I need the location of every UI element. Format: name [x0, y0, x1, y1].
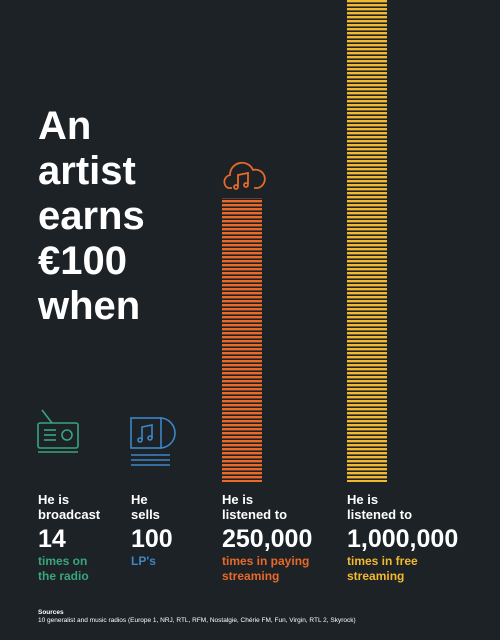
label-line: broadcast [38, 507, 101, 522]
label-line: LP's [131, 554, 156, 568]
title-line: when [38, 284, 141, 328]
label-bottom: times on the radio [38, 554, 168, 584]
label-line: He is [222, 492, 254, 507]
sources-title: Sources [38, 609, 64, 616]
item: He is broadcast 14 times on the radio [38, 492, 168, 584]
title-line: €100 [38, 239, 127, 283]
cloud-icon [223, 161, 266, 190]
label-line: streaming [347, 569, 405, 583]
number: 100 [131, 525, 173, 553]
title-line: artist [38, 149, 136, 193]
number: 1,000,000 [347, 525, 459, 553]
free-stream-bar [347, 0, 387, 482]
label-line: listened to [347, 507, 413, 522]
label-line: times on [38, 554, 88, 568]
label-bottom: LP's [131, 554, 261, 569]
sources: Sources 10 generalist and music radios (… [38, 609, 356, 625]
label-line: times in paying [222, 554, 310, 568]
label-line: streaming [222, 569, 280, 583]
sources-text: 10 generalist and music radios (Europe 1… [38, 617, 356, 624]
number: 14 [38, 525, 66, 553]
label-line: sells [131, 507, 160, 522]
label-top: He is listened to [222, 492, 352, 522]
label-top: He is broadcast [38, 492, 168, 522]
label-top: He sells [131, 492, 261, 522]
label-top: He is listened to [347, 492, 477, 522]
label-line: He is [38, 492, 70, 507]
title-line: earns [38, 194, 145, 238]
label-line: He [131, 492, 148, 507]
label-line: times in free [347, 554, 418, 568]
item: He is listened to 1,000,000 times in free st… [347, 492, 477, 584]
title-line: An [38, 104, 92, 148]
label-bottom: times in free streaming [347, 554, 477, 584]
number: 250,000 [222, 525, 313, 553]
item: He is listened to 250,000 times in paying st… [222, 492, 352, 584]
label-line: He is [347, 492, 379, 507]
label-bottom: times in paying streaming [222, 554, 352, 584]
radio-icon [37, 409, 79, 453]
label-line: the radio [38, 569, 89, 583]
paying-stream-bar [222, 198, 262, 482]
item: He sells 100 LP's [131, 492, 261, 569]
title: An artist earns €100 when [38, 104, 145, 329]
lp-icon [130, 417, 176, 466]
label-line: listened to [222, 507, 288, 522]
